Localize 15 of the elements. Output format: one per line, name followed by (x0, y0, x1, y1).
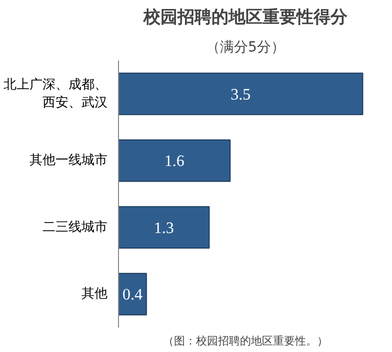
bar (118, 72, 364, 116)
y-tick-label: 其他 (82, 286, 108, 302)
bar (118, 272, 147, 316)
data-label: 1.6 (164, 153, 184, 170)
y-tick-label: 其他一线城市 (30, 153, 108, 168)
y-tick-label: 北上广深、成都、西安、武汉 (4, 77, 108, 110)
data-label: 1.3 (154, 220, 174, 237)
chart-title: 校园招聘的地区重要性得分 (142, 8, 348, 28)
y-tick-label: 二三线城市 (42, 220, 108, 235)
bar (118, 139, 231, 182)
chart-subtitle: （满分5分） (206, 40, 285, 56)
data-label: 3.5 (230, 86, 251, 104)
data-label: 0.4 (122, 286, 142, 304)
bar (118, 206, 210, 249)
text: （图：校园招聘的地区重要性。） (163, 334, 328, 348)
